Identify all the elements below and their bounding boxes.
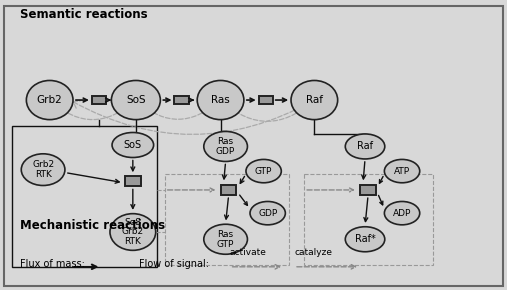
Ellipse shape xyxy=(26,81,73,119)
FancyArrowPatch shape xyxy=(53,102,134,119)
Ellipse shape xyxy=(204,131,247,162)
Ellipse shape xyxy=(197,81,244,119)
Bar xyxy=(125,176,140,186)
Text: SoS
Grb2
RTK: SoS Grb2 RTK xyxy=(122,218,144,246)
Bar xyxy=(174,96,189,104)
Bar xyxy=(360,185,376,195)
Text: Semantic reactions: Semantic reactions xyxy=(20,8,148,21)
Ellipse shape xyxy=(345,227,385,252)
Text: Mechanistic reactions: Mechanistic reactions xyxy=(20,219,165,231)
Bar xyxy=(259,96,273,104)
Ellipse shape xyxy=(291,81,338,119)
Text: Raf*: Raf* xyxy=(355,234,375,244)
Bar xyxy=(92,96,106,104)
Text: catalyze: catalyze xyxy=(294,248,332,257)
Ellipse shape xyxy=(112,133,154,157)
Text: Raf: Raf xyxy=(306,95,323,105)
Text: Flux of mass:: Flux of mass: xyxy=(20,259,85,269)
Ellipse shape xyxy=(384,202,420,225)
Text: Ras
GDP: Ras GDP xyxy=(216,137,235,156)
Ellipse shape xyxy=(250,202,285,225)
Ellipse shape xyxy=(21,154,65,186)
FancyArrowPatch shape xyxy=(139,102,219,119)
Text: Grb2: Grb2 xyxy=(37,95,62,105)
Ellipse shape xyxy=(110,214,156,250)
Text: ADP: ADP xyxy=(393,209,411,218)
Text: Raf: Raf xyxy=(357,142,373,151)
Text: GDP: GDP xyxy=(258,209,277,218)
Text: Flow of signal:: Flow of signal: xyxy=(139,259,209,269)
Ellipse shape xyxy=(204,224,247,254)
Bar xyxy=(12,126,157,267)
Text: SoS: SoS xyxy=(126,95,146,105)
FancyArrowPatch shape xyxy=(74,101,312,134)
FancyArrowPatch shape xyxy=(224,102,312,121)
Bar xyxy=(304,174,433,265)
Text: Grb2
RTK: Grb2 RTK xyxy=(32,160,54,179)
Text: ATP: ATP xyxy=(394,166,410,176)
Text: Ras
GTP: Ras GTP xyxy=(217,230,234,249)
Text: activate: activate xyxy=(230,248,267,257)
Ellipse shape xyxy=(112,81,160,119)
Bar xyxy=(165,174,289,265)
Ellipse shape xyxy=(345,134,385,159)
Text: SoS: SoS xyxy=(124,140,142,150)
Ellipse shape xyxy=(384,160,420,183)
Bar xyxy=(221,185,236,195)
Text: GTP: GTP xyxy=(255,166,272,176)
Ellipse shape xyxy=(246,160,281,183)
Text: Ras: Ras xyxy=(211,95,230,105)
